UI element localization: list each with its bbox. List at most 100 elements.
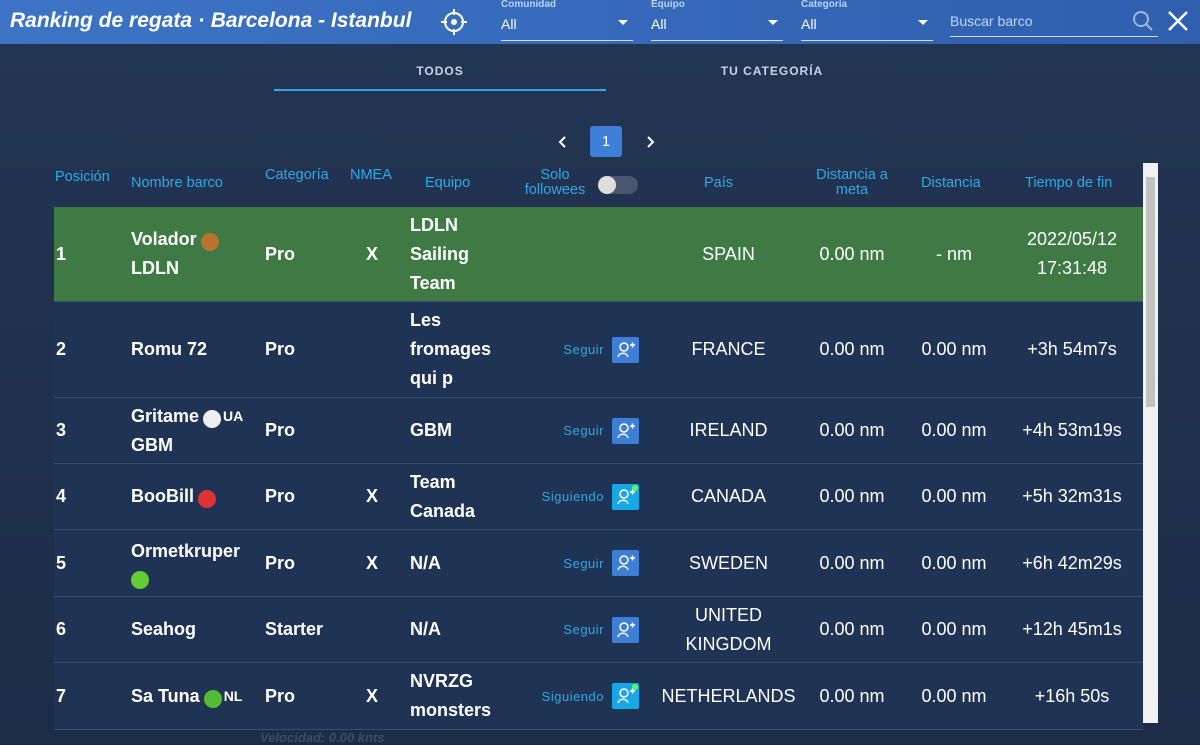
filter-value: All xyxy=(501,16,517,32)
table-row: 6 Seahog Starter N/A Seguir UNITED KINGDOM 0.0… xyxy=(54,597,1143,663)
boat-icon xyxy=(198,490,216,508)
boat-flag: UA xyxy=(223,407,244,424)
distance: 0.00 nm xyxy=(921,552,987,573)
distance-to-goal: 0.00 nm xyxy=(819,243,885,264)
category: Starter xyxy=(265,619,324,639)
position: 5 xyxy=(56,552,67,573)
column-header: Distancia a meta xyxy=(816,167,888,198)
boat-name: Gritame xyxy=(131,405,200,426)
distance: 0.00 nm xyxy=(921,486,987,506)
country: SPAIN xyxy=(702,243,755,264)
follow-icon[interactable] xyxy=(612,336,639,363)
follow-icon[interactable] xyxy=(612,550,639,576)
title: Ranking de regata · Barcelona - Istanbul xyxy=(10,9,412,32)
filter[interactable]: Categoría All xyxy=(801,0,933,41)
category: Pro xyxy=(265,552,296,573)
category: Pro xyxy=(265,420,296,440)
follow-label[interactable]: Seguir xyxy=(563,555,604,571)
prev-page[interactable] xyxy=(556,134,570,150)
follow-icon[interactable] xyxy=(612,616,639,643)
follow-icon[interactable] xyxy=(612,417,639,444)
position: 1 xyxy=(56,243,67,264)
follow-label[interactable]: Seguir xyxy=(563,342,604,357)
search-icon xyxy=(1133,11,1153,31)
boat-name-cell: Seahog xyxy=(131,597,261,662)
boat-name-cell: Sa Tuna NL xyxy=(131,663,261,729)
follow-label[interactable]: Siguiendo xyxy=(541,489,604,504)
boat-icon xyxy=(203,409,222,428)
distance: 0.00 nm xyxy=(921,420,987,440)
category: Pro xyxy=(265,486,296,506)
boat-name-cell: Ormetkruper xyxy=(131,530,261,596)
boat-name: Volador xyxy=(131,229,197,249)
boat-name: Romu 72 xyxy=(131,339,208,359)
follow-label[interactable]: Seguir xyxy=(563,423,604,438)
boat-icon xyxy=(200,233,219,251)
filter-label: Categoría xyxy=(801,0,848,10)
dropdown-arrow xyxy=(618,20,628,25)
distance-to-goal: 0.00 nm xyxy=(819,420,885,440)
category: Pro xyxy=(265,243,296,264)
distance-to-goal: 0.00 nm xyxy=(819,552,885,573)
team: LDLN Sailing Team xyxy=(410,214,470,293)
position: 3 xyxy=(56,420,67,440)
follow-label[interactable]: Seguir xyxy=(563,622,604,637)
table-row: 1 Volador LDLN Pro X LDLN Sailing Team SPAIN 0.… xyxy=(54,207,1143,302)
table-row: 3 Gritame UA GBM Pro GBM Seguir IRELAND 0.00 nm 0… xyxy=(54,398,1143,464)
nmea: X xyxy=(366,685,379,706)
boat-name: Ormetkruper xyxy=(131,541,241,561)
tab[interactable]: TODOS xyxy=(416,64,464,78)
scrollbar[interactable] xyxy=(1143,163,1158,723)
filter-value: All xyxy=(651,16,667,32)
next-page[interactable] xyxy=(643,134,657,150)
position: 2 xyxy=(56,339,67,359)
table-row: 7 Sa Tuna NL Pro X NVRZG monsters Siguiendo NET… xyxy=(54,663,1143,730)
distance: 0.00 nm xyxy=(921,685,987,706)
position: 4 xyxy=(56,486,67,506)
column-header: Posición xyxy=(55,169,110,185)
page-button[interactable]: 1 xyxy=(590,126,622,157)
table-row: 5 Ormetkruper Pro X N/A Seguir SWEDEN 0.00 nm 0.… xyxy=(54,530,1143,597)
column-header: Distancia xyxy=(921,175,981,191)
follow-icon[interactable] xyxy=(612,683,639,709)
locate-button[interactable] xyxy=(440,8,468,36)
boat-name-cell: Volador LDLN xyxy=(131,207,261,301)
distance-to-goal: 0.00 nm xyxy=(819,619,885,639)
speed-label: Velocidad: 0.00 knts xyxy=(260,730,385,745)
distance-to-goal: 0.00 nm xyxy=(819,339,885,359)
boat-name-cell: Gritame UA GBM xyxy=(131,398,261,463)
follow-label[interactable]: Siguiendo xyxy=(541,688,604,704)
country: NETHERLANDS xyxy=(661,685,796,706)
nmea: X xyxy=(366,552,379,573)
finish-time: +16h 50s xyxy=(1034,685,1110,706)
boat-icon xyxy=(131,571,149,589)
filter[interactable]: Comunidad All xyxy=(501,0,633,41)
tab[interactable]: TU CATEGORÍA xyxy=(720,64,824,78)
search-placeholder: Buscar barco xyxy=(950,13,1033,29)
follow-icon[interactable] xyxy=(612,483,639,510)
finish-time: +12h 45m1s xyxy=(1022,619,1122,639)
finish-time: +4h 53m19s xyxy=(1022,420,1122,440)
column-header: Nombre barco xyxy=(131,175,223,191)
country: SWEDEN xyxy=(688,552,768,573)
boat-name: Seahog xyxy=(131,619,197,639)
dropdown-arrow xyxy=(768,20,778,25)
boat-icon xyxy=(203,689,222,708)
country: UNITED KINGDOM xyxy=(685,604,772,654)
finish-time: +6h 42m29s xyxy=(1022,552,1122,573)
tab-indicator xyxy=(274,89,606,91)
boat-name: BooBill xyxy=(131,486,194,506)
column-header: Categoría xyxy=(265,167,329,183)
team: N/A xyxy=(410,619,441,639)
search-box[interactable]: Buscar barco xyxy=(950,0,1158,37)
filter[interactable]: Equipo All xyxy=(651,0,783,41)
boat-name-cell: Romu 72 xyxy=(131,302,261,397)
team: Team Canada xyxy=(410,471,476,521)
boat-name-cell: BooBill xyxy=(131,464,261,529)
close-button[interactable] xyxy=(1166,9,1190,33)
followees-toggle[interactable] xyxy=(598,176,638,194)
category: Pro xyxy=(265,339,296,359)
position: 6 xyxy=(56,619,67,639)
boat-name-line2: LDLN xyxy=(131,258,179,278)
